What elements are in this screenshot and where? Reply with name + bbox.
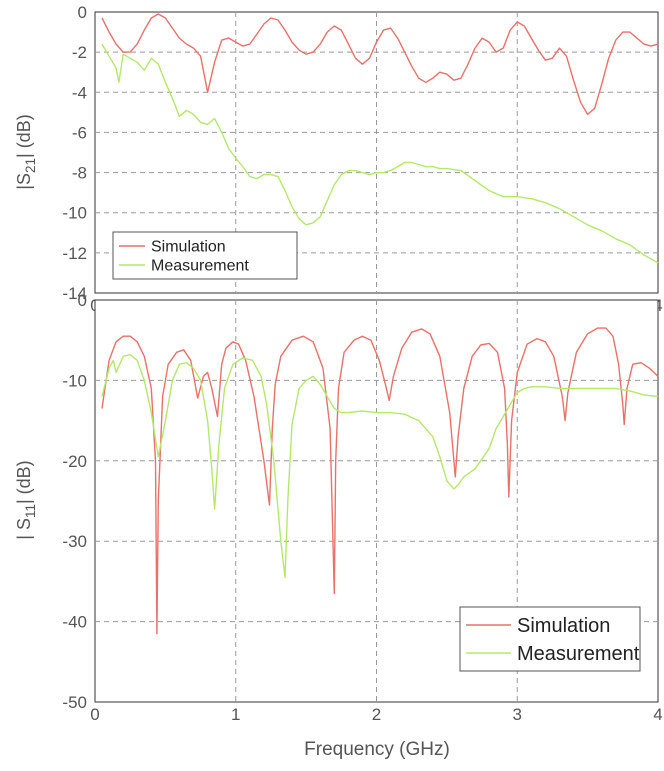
y-tick-label: -8 [72, 164, 87, 183]
x-axis-label: Frequency (GHz) [304, 739, 450, 760]
y-tick-label: -14 [62, 284, 87, 303]
legend-box [459, 606, 641, 672]
y-tick-label: -4 [72, 83, 87, 102]
legend-label: Simulation [517, 615, 610, 637]
legend: Simulation Measurement [459, 606, 641, 672]
y-tick-label: -50 [62, 693, 87, 712]
y-tick-label: -40 [62, 613, 87, 632]
y-tick-label: 0 [78, 3, 87, 22]
y-axis-label-sub: 21 [23, 158, 38, 173]
y-tick-label: -2 [72, 43, 87, 62]
series-line-simulation [101, 13, 659, 116]
y-tick-label: -10 [62, 204, 87, 223]
series-line-measurement [101, 43, 659, 264]
y-tick-label: -10 [62, 371, 87, 390]
x-tick-label: 3 [513, 705, 522, 724]
y-tick-label: 0 [78, 291, 87, 310]
x-tick-label: 4 [653, 705, 662, 724]
legend-label: Measurement [517, 643, 640, 665]
y-axis-label-suffix: | (dB) [14, 114, 34, 158]
y-axis-label: | S11| (dB) [14, 460, 38, 539]
legend-label: Simulation [151, 239, 226, 256]
y-axis-label: |S21| (dB) [14, 114, 38, 189]
legend-box [112, 231, 298, 280]
y-tick-label: -12 [62, 244, 87, 263]
x-tick-label: 1 [231, 705, 240, 724]
x-tick-label: 2 [372, 705, 381, 724]
x-tick-label: 0 [90, 705, 99, 724]
y-tick-label: -6 [72, 123, 87, 142]
y-axis-label-suffix: | (dB) [14, 460, 34, 504]
y-axis-label-prefix: |S [14, 173, 34, 190]
series-line-measurement [101, 354, 659, 579]
y-tick-label: -20 [62, 452, 87, 471]
y-axis-label-sub: 11 [23, 504, 38, 518]
grid [95, 300, 658, 702]
legend: Simulation Measurement [112, 231, 298, 280]
s11-chart-panel: 0 1 2 3 4 0 -10 -20 -30 -40 -50 | S11| (dB) Simulati… [14, 291, 663, 724]
y-tick-label: -30 [62, 532, 87, 551]
series-line-simulation [101, 327, 659, 635]
y-axis-label-prefix: | S [14, 518, 34, 540]
legend-label: Measurement [151, 258, 249, 275]
